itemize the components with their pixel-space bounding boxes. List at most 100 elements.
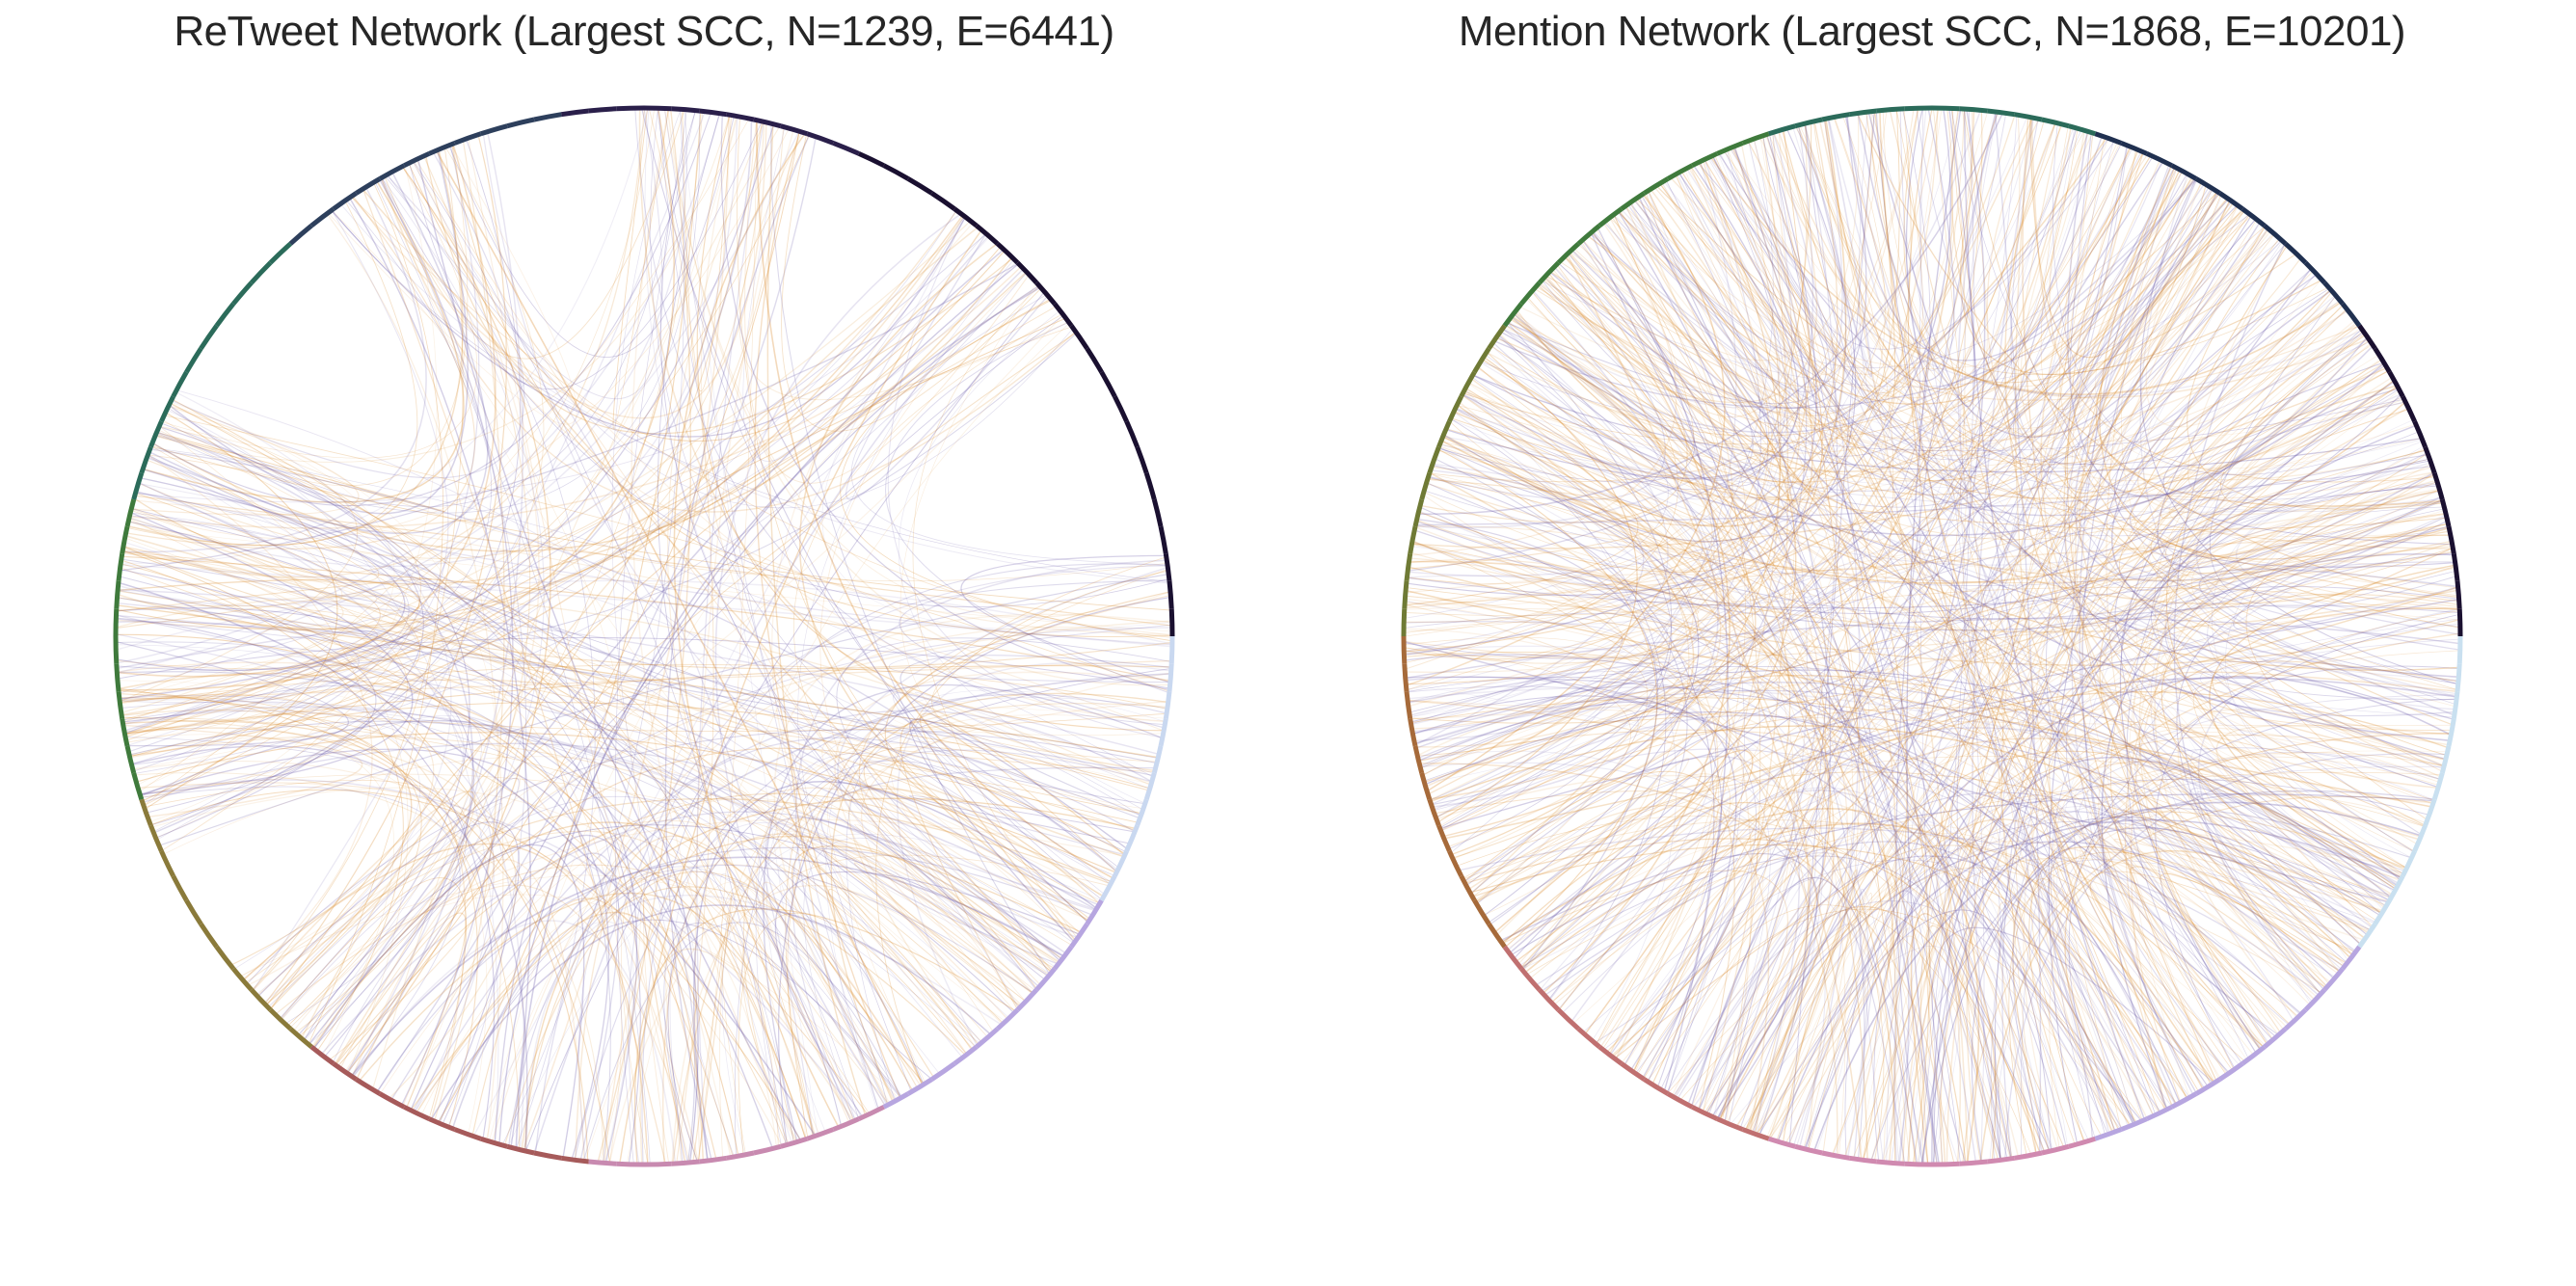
- edge: [119, 693, 422, 1027]
- edge: [2074, 776, 2401, 1047]
- edge: [158, 574, 1169, 846]
- edge: [2098, 827, 2407, 941]
- rim-segment: [1404, 691, 1413, 720]
- edge: [116, 604, 1159, 759]
- edge: [1442, 435, 2135, 1125]
- edge: [482, 132, 1096, 912]
- edge: [1690, 321, 2358, 1108]
- edge: [268, 774, 522, 1073]
- rim-segment: [2263, 1027, 2288, 1049]
- edge: [1994, 111, 2042, 1154]
- edge: [1543, 276, 2456, 605]
- rim-segment: [2120, 1116, 2148, 1132]
- edge: [1617, 210, 1938, 1165]
- edge: [2089, 871, 2356, 1062]
- rim-segment: [1015, 988, 1039, 1012]
- edge: [912, 285, 1078, 939]
- edge-bundle-layer: [1403, 107, 2461, 1165]
- edge: [140, 773, 1049, 978]
- edge: [142, 412, 338, 802]
- edge: [1962, 795, 2434, 1165]
- edge: [126, 201, 418, 547]
- edge: [1457, 404, 2268, 1045]
- edge: [1997, 901, 2113, 1155]
- edge: [2154, 342, 2373, 1019]
- edge: [666, 108, 1170, 686]
- edge: [148, 454, 421, 852]
- edge: [116, 607, 641, 1165]
- edge: [2245, 513, 2447, 820]
- edge: [374, 181, 651, 1165]
- edge: [1724, 150, 2405, 872]
- edge: [2017, 123, 2161, 406]
- edge: [1404, 463, 1704, 653]
- edge: [350, 121, 767, 419]
- edge: [1577, 243, 2458, 691]
- edge: [2047, 808, 2412, 1125]
- rim-segment: [2423, 445, 2437, 474]
- edge: [1411, 540, 1885, 1162]
- edge: [1419, 763, 1946, 1165]
- edge: [1408, 138, 2109, 572]
- edge: [1408, 671, 1824, 1135]
- edge: [1896, 935, 2011, 1165]
- edge: [1729, 147, 2374, 928]
- edge: [2164, 499, 2443, 869]
- edge: [1419, 506, 2277, 1038]
- edge: [1406, 159, 1813, 685]
- edge: [119, 425, 359, 703]
- edge: [1409, 557, 1719, 1048]
- edge: [1513, 191, 2218, 492]
- rim-segment: [1459, 370, 1477, 398]
- edge: [134, 771, 604, 1164]
- edge: [1429, 109, 1973, 483]
- edge: [1655, 185, 2460, 629]
- edge: [264, 134, 507, 1005]
- rim-segment: [2303, 988, 2327, 1012]
- edge: [1566, 254, 1863, 1161]
- edge: [119, 695, 902, 1098]
- edge: [1538, 282, 2348, 442]
- edge: [1439, 443, 2343, 971]
- edge-bundle-layer: [115, 107, 1173, 1165]
- edge: [834, 671, 1171, 1025]
- edge: [127, 521, 843, 1127]
- edge: [158, 426, 470, 1036]
- edge: [1556, 122, 1808, 417]
- mention-title: Mention Network (Largest SCC, N=1868, E=…: [1458, 8, 2406, 55]
- edge: [639, 948, 854, 1165]
- edge: [1501, 328, 1910, 1165]
- edge: [1895, 111, 1997, 1165]
- edge: [1766, 327, 2362, 1139]
- edge: [331, 209, 1170, 583]
- edge: [116, 123, 775, 672]
- edge: [1717, 107, 1955, 383]
- edge: [533, 268, 1025, 1154]
- rim-segment: [116, 691, 125, 720]
- rim-segment: [199, 923, 219, 949]
- edge: [1755, 844, 2265, 1135]
- edge: [312, 314, 1064, 1049]
- edge: [2119, 388, 2400, 1055]
- edge: [1507, 727, 2387, 951]
- rim-segment: [2446, 525, 2456, 554]
- edge: [1711, 155, 2447, 760]
- edge: [275, 864, 855, 1122]
- edge: [765, 817, 1067, 1107]
- edge: [1542, 255, 1731, 995]
- rim-segment: [1741, 131, 1770, 146]
- edge: [116, 113, 720, 664]
- edge: [1411, 240, 2283, 605]
- edge: [2048, 215, 2252, 1145]
- rim-segment: [1402, 663, 1409, 692]
- edge: [2001, 268, 2313, 1159]
- edge: [1676, 173, 1809, 1111]
- rim-segment: [378, 163, 406, 181]
- edge: [1653, 117, 1891, 375]
- edge: [2097, 793, 2377, 1071]
- edge: [118, 108, 675, 691]
- edge: [634, 108, 1166, 726]
- edge: [116, 617, 496, 1139]
- edge: [1506, 162, 1827, 405]
- edge: [1776, 893, 1872, 1150]
